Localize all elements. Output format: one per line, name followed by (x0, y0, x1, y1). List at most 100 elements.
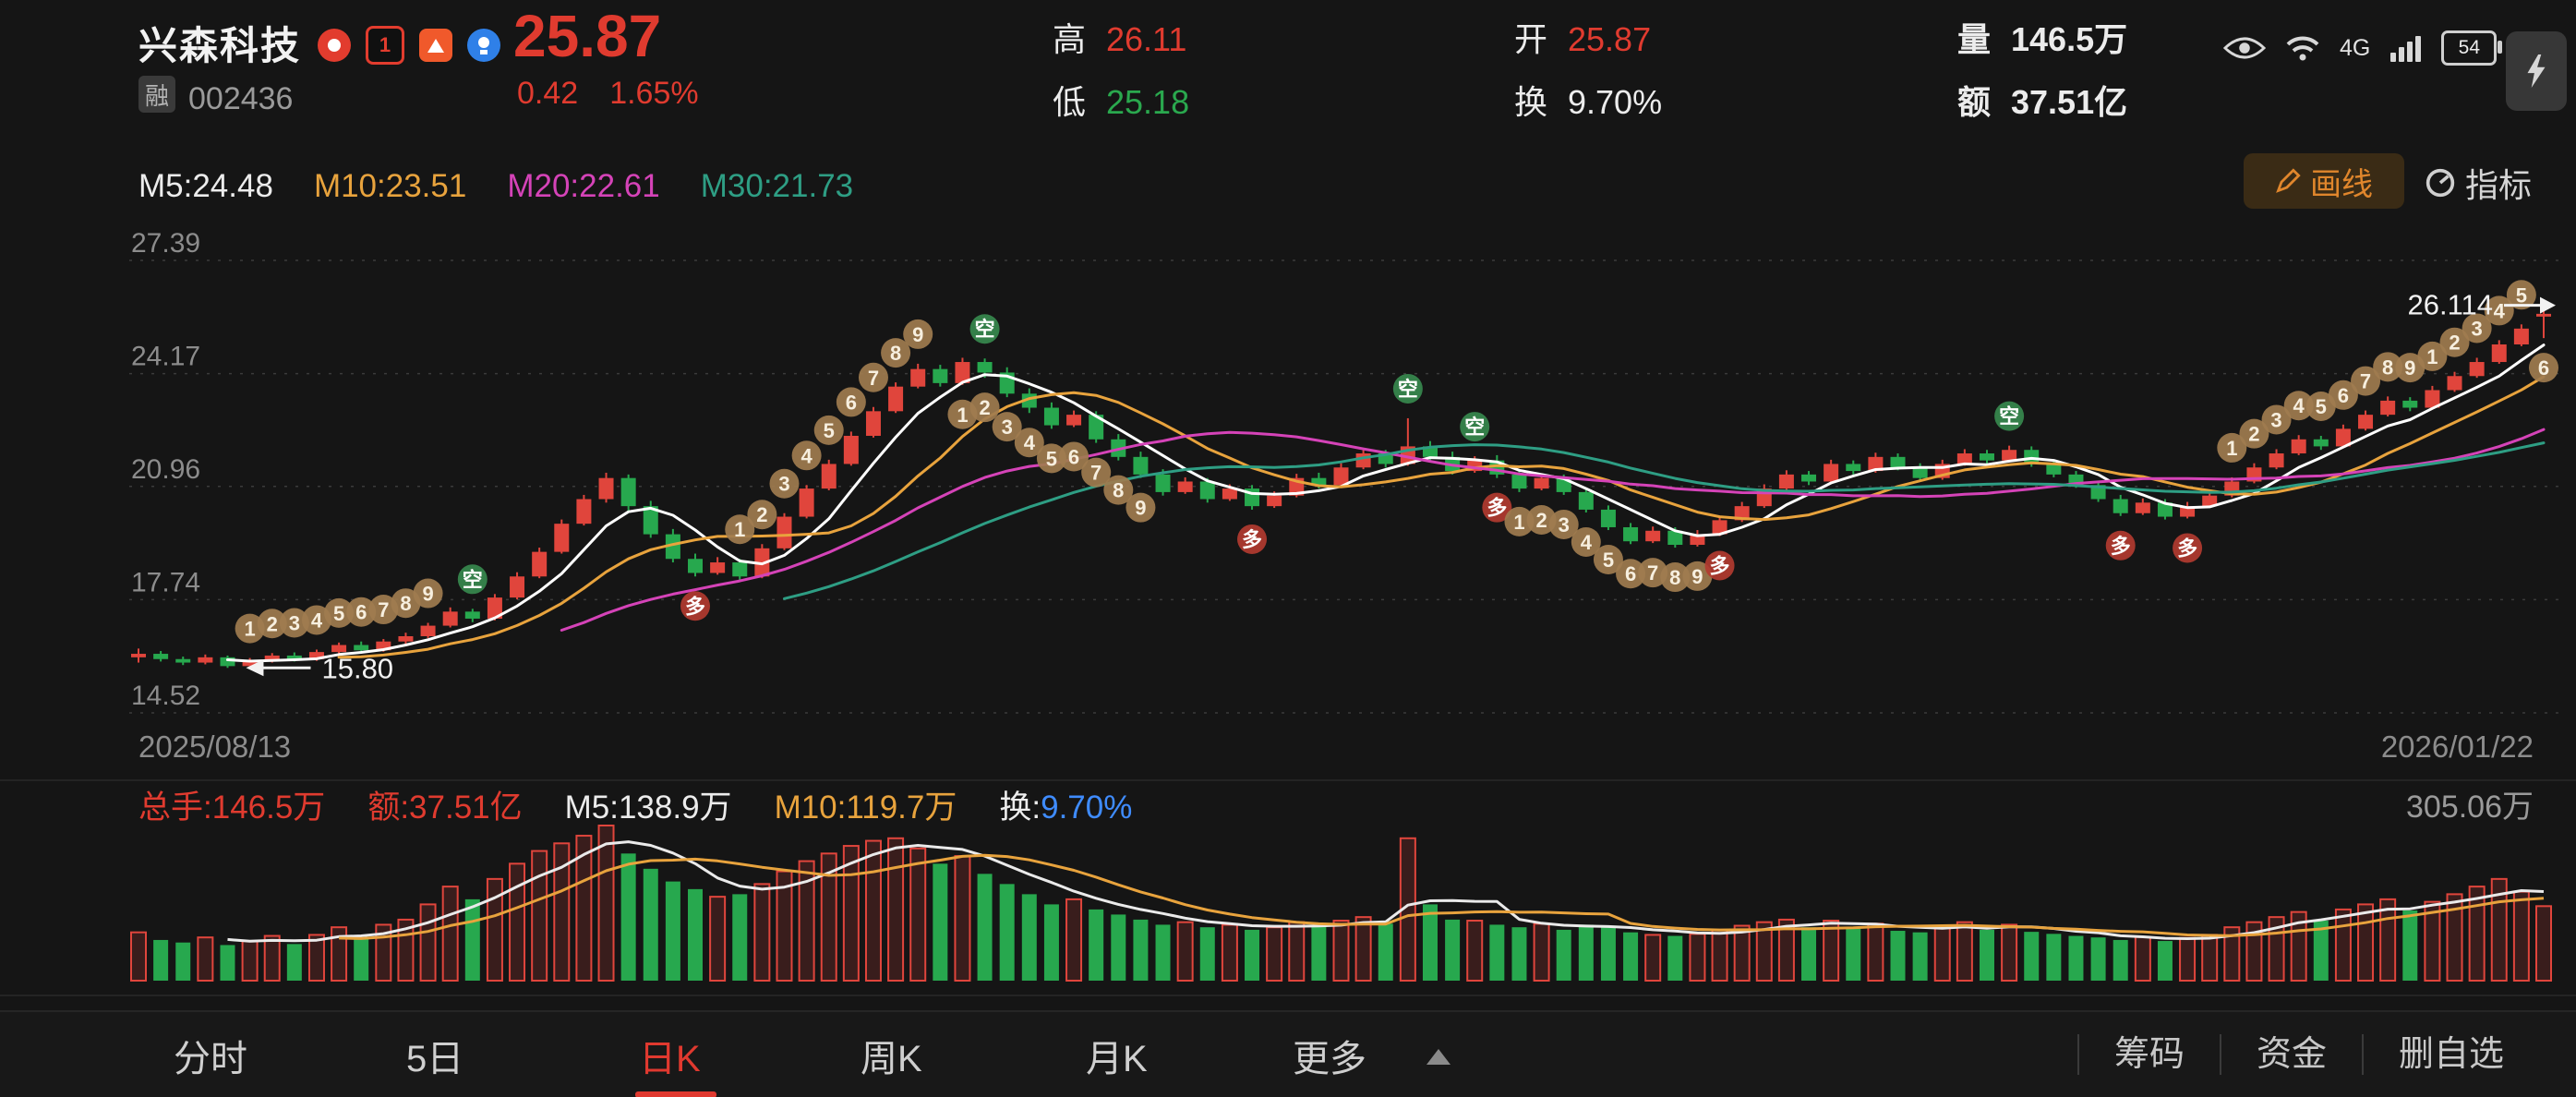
volume-legend: 总手:146.5万 额:37.51亿 M5:138.9万 M10:119.7万 … (138, 781, 1132, 828)
svg-text:4: 4 (800, 444, 813, 467)
svg-text:空: 空 (1464, 416, 1485, 439)
lightning-icon (2527, 54, 2546, 88)
svg-text:2: 2 (2248, 423, 2259, 446)
svg-text:1: 1 (244, 618, 255, 641)
open-turnover-stats: 开 25.87 换 9.70% (1514, 13, 1662, 124)
annotations-layer: 26.114 15.80 (246, 289, 2556, 684)
eye-icon (2223, 37, 2266, 59)
svg-text:6: 6 (2538, 356, 2549, 380)
svg-text:17.74: 17.74 (131, 567, 200, 597)
svg-text:2: 2 (979, 396, 990, 419)
svg-text:9: 9 (2404, 356, 2415, 380)
svg-text:8: 8 (1669, 566, 1680, 589)
chevron-up-icon[interactable] (1426, 1049, 1451, 1065)
tab-monthly-k[interactable]: 月K (1086, 1039, 1148, 1079)
volume-ma10-label: M10:119.7万 (774, 790, 957, 826)
funds-button[interactable]: 资金 (2256, 1035, 2327, 1074)
svg-text:20.96: 20.96 (131, 454, 200, 485)
current-price: 25.87 (513, 3, 662, 69)
draw-line-label: 画线 (2310, 166, 2373, 202)
remove-watchlist-button[interactable]: 删自选 (2398, 1035, 2504, 1074)
divider (2076, 1034, 2079, 1075)
svg-text:24.17: 24.17 (131, 342, 200, 372)
stock-name: 兴森科技 (138, 24, 302, 67)
svg-text:7: 7 (1647, 561, 1658, 585)
svg-text:3: 3 (2472, 317, 2483, 340)
open-label: 开 (1514, 20, 1548, 58)
tab-fenshi[interactable]: 分时 (174, 1039, 247, 1079)
svg-text:空: 空 (975, 318, 995, 341)
svg-text:5: 5 (824, 419, 835, 442)
pencil-icon (2276, 168, 2301, 193)
svg-text:27.39: 27.39 (131, 228, 200, 259)
ma-legend: M5:24.48 M10:23.51 M20:22.61 M30:21.73 (138, 168, 853, 205)
svg-text:1: 1 (957, 404, 968, 427)
amount-label: 额 (1957, 83, 1992, 121)
svg-text:15.80: 15.80 (321, 652, 393, 684)
volume-amount-stats: 量 146.5万 额 37.51亿 (1957, 13, 2127, 124)
open-value: 25.87 (1568, 20, 1652, 58)
tab-5day[interactable]: 5日 (406, 1039, 464, 1079)
level1-badge-icon: 1 (366, 26, 404, 65)
turnover-legend-value: 9.70% (1041, 790, 1133, 826)
signal-bars-icon (2390, 34, 2422, 62)
svg-text:多: 多 (1487, 497, 1507, 520)
svg-text:多: 多 (1242, 528, 1262, 551)
divider (2219, 1034, 2221, 1075)
svg-text:3: 3 (2270, 408, 2281, 431)
svg-text:多: 多 (685, 595, 705, 618)
svg-text:5: 5 (2516, 283, 2527, 307)
indicator-button[interactable]: 指标 (2425, 159, 2532, 207)
gridlines-layer: 27.39 24.17 20.96 17.74 14.52 (0, 228, 2576, 996)
svg-text:8: 8 (1113, 479, 1124, 502)
high-label: 高 (1053, 20, 1087, 58)
tab-more[interactable]: 更多 (1293, 1039, 1366, 1079)
svg-text:5: 5 (1603, 548, 1614, 572)
app-badge-red-icon (318, 29, 351, 62)
svg-text:空: 空 (1999, 405, 2019, 428)
svg-text:1: 1 (1513, 511, 1524, 534)
battery-icon: 54 (2441, 30, 2503, 66)
ma-lines-layer (225, 344, 2546, 663)
turnover-legend: 换:9.70% (999, 781, 1132, 828)
svg-text:多: 多 (2111, 535, 2131, 558)
ma20-legend: M20:22.61 (507, 168, 660, 204)
svg-text:4: 4 (1024, 431, 1036, 454)
chips-button[interactable]: 筹码 (2113, 1035, 2185, 1074)
svg-text:8: 8 (2382, 356, 2393, 379)
stock-badges: 1 (318, 26, 500, 65)
price-change: 0.42 1.65% (517, 76, 699, 112)
gauge-icon (2426, 168, 2455, 198)
svg-text:6: 6 (355, 601, 367, 624)
svg-text:3: 3 (1559, 513, 1570, 536)
svg-text:4: 4 (2293, 394, 2305, 417)
end-date-label: 2026/01/22 (2380, 729, 2534, 764)
tab-daily-k[interactable]: 日K (639, 1039, 701, 1079)
svg-text:2: 2 (2449, 332, 2460, 355)
svg-text:9: 9 (912, 323, 923, 346)
draw-line-button[interactable]: 画线 (2244, 153, 2404, 209)
svg-text:7: 7 (868, 367, 879, 390)
svg-text:8: 8 (400, 592, 411, 615)
svg-text:3: 3 (1002, 416, 1013, 439)
svg-text:2: 2 (756, 503, 767, 526)
low-value: 25.18 (1106, 83, 1190, 121)
svg-text:空: 空 (1398, 378, 1418, 401)
svg-text:3: 3 (778, 473, 789, 496)
svg-text:5: 5 (333, 602, 344, 625)
svg-text:7: 7 (2360, 370, 2371, 393)
svg-text:1: 1 (2226, 437, 2237, 460)
stock-code: 002436 (188, 81, 294, 116)
svg-text:26.114: 26.114 (2407, 289, 2493, 321)
svg-text:空: 空 (463, 568, 483, 591)
svg-text:4: 4 (1581, 531, 1593, 554)
tab-weekly-k[interactable]: 周K (861, 1039, 922, 1079)
volume-scale-max-label: 305.06万 (2406, 790, 2534, 825)
turnover-value: 9.70% (1568, 83, 1663, 121)
ma30-legend: M30:21.73 (700, 168, 854, 204)
idea-badge-icon (467, 29, 500, 62)
floating-screenshot-button[interactable] (2506, 31, 2567, 111)
svg-text:2: 2 (1535, 509, 1547, 532)
